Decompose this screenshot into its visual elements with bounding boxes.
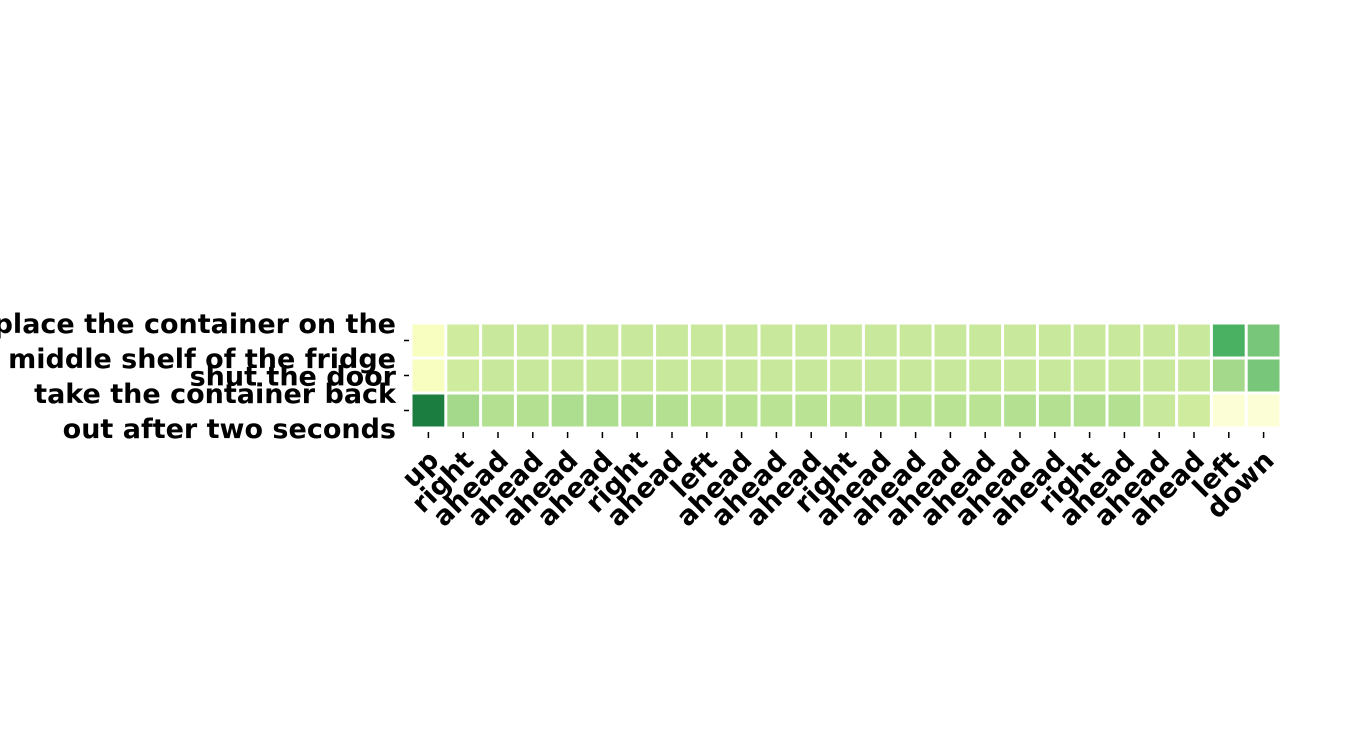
heatmap-cell xyxy=(656,359,688,392)
heatmap-cell xyxy=(586,324,619,357)
heatmap-cell xyxy=(482,324,514,357)
heatmap-cell xyxy=(447,394,480,427)
heatmap-cell xyxy=(690,359,723,392)
y-tick-label: place the container on the middle shelf o… xyxy=(0,309,396,375)
heatmap-cell xyxy=(1143,359,1176,392)
heatmap-cell xyxy=(1143,394,1176,427)
heatmap-cell xyxy=(1073,394,1106,427)
heatmap-cell xyxy=(621,394,654,427)
heatmap-cell xyxy=(447,359,480,392)
heatmap-cell xyxy=(516,324,549,357)
heatmap-cell xyxy=(1038,324,1071,357)
heatmap-cell xyxy=(447,324,480,357)
heatmap-cell xyxy=(1038,359,1071,392)
y-tick-label: shut the door xyxy=(190,362,397,393)
heatmap-cell xyxy=(690,394,723,427)
heatmap-cell xyxy=(795,359,828,392)
heatmap-cell xyxy=(760,394,793,427)
heatmap-cell xyxy=(969,324,1002,357)
heatmap-cell xyxy=(725,324,758,357)
heatmap-cell xyxy=(656,324,688,357)
heatmap-cell xyxy=(1004,359,1036,392)
heatmap-cell xyxy=(899,394,932,427)
heatmap-cell xyxy=(969,359,1002,392)
heatmap-cell xyxy=(412,359,445,392)
heatmap-cell xyxy=(934,359,967,392)
heatmap-cell xyxy=(1247,394,1280,427)
heatmap-cell xyxy=(551,394,584,427)
heatmap-cell xyxy=(1178,324,1210,357)
heatmap-cell xyxy=(1143,324,1176,357)
heatmap-cell xyxy=(899,359,932,392)
heatmap-cell xyxy=(899,324,932,357)
heatmap-cell xyxy=(1108,359,1141,392)
heatmap-cell xyxy=(1004,394,1036,427)
heatmap-cell xyxy=(864,394,897,427)
heatmap-cell xyxy=(551,359,584,392)
heatmap-cell xyxy=(516,394,549,427)
heatmap-cell xyxy=(864,324,897,357)
heatmap-cell xyxy=(725,359,758,392)
heatmap-cell xyxy=(516,359,549,392)
heatmap-cell xyxy=(621,359,654,392)
heatmap-cell xyxy=(1212,359,1245,392)
heatmap-cell xyxy=(934,394,967,427)
heatmap-cell xyxy=(1073,359,1106,392)
heatmap-cell xyxy=(760,359,793,392)
heatmap-cell xyxy=(760,324,793,357)
heatmap-cell xyxy=(864,359,897,392)
heatmap-cell xyxy=(551,324,584,357)
heatmap-cell xyxy=(725,394,758,427)
heatmap-cell xyxy=(1212,394,1245,427)
heatmap-cell xyxy=(482,359,514,392)
heatmap-cell xyxy=(1178,359,1210,392)
heatmap-cell xyxy=(1178,394,1210,427)
heatmap-cell xyxy=(795,324,828,357)
heatmap-cell xyxy=(1212,324,1245,357)
y-tick-label: take the container back out after two sec… xyxy=(34,379,397,445)
heatmap-cell xyxy=(656,394,688,427)
heatmap-cell xyxy=(1004,324,1036,357)
heatmap-cell xyxy=(412,324,445,357)
heatmap-cell xyxy=(1247,359,1280,392)
heatmap-cell xyxy=(690,324,723,357)
heatmap-cell xyxy=(1073,324,1106,357)
heatmap-cell xyxy=(830,359,862,392)
heatmap-cell xyxy=(586,394,619,427)
heatmap-cell xyxy=(1247,324,1280,357)
heatmap-cell xyxy=(934,324,967,357)
heatmap-cell xyxy=(830,324,862,357)
heatmap-cell xyxy=(412,394,445,427)
heatmap-cell xyxy=(795,394,828,427)
heatmap-cell xyxy=(1038,394,1071,427)
heatmap-cell xyxy=(1108,394,1141,427)
heatmap-cell xyxy=(482,394,514,427)
heatmap-cell xyxy=(621,324,654,357)
heatmap-cell xyxy=(586,359,619,392)
heatmap-cells xyxy=(412,324,1280,427)
heatmap-cell xyxy=(830,394,862,427)
heatmap-cell xyxy=(969,394,1002,427)
heatmap-cell xyxy=(1108,324,1141,357)
